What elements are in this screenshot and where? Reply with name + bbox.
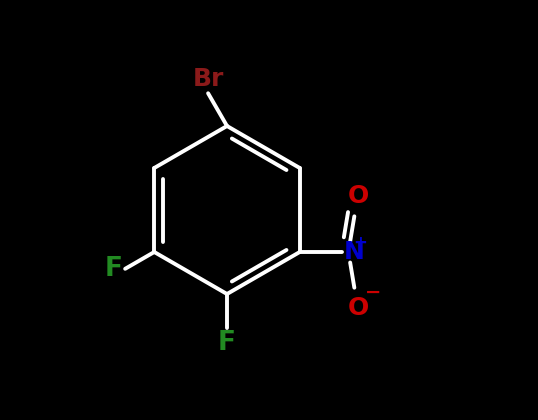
Text: F: F [105,256,123,282]
Text: O: O [348,296,369,320]
Text: −: − [365,282,381,302]
Text: O: O [348,184,369,208]
Text: F: F [218,330,236,356]
Text: +: + [353,234,367,252]
Text: Br: Br [193,67,224,91]
Text: N: N [344,240,365,264]
